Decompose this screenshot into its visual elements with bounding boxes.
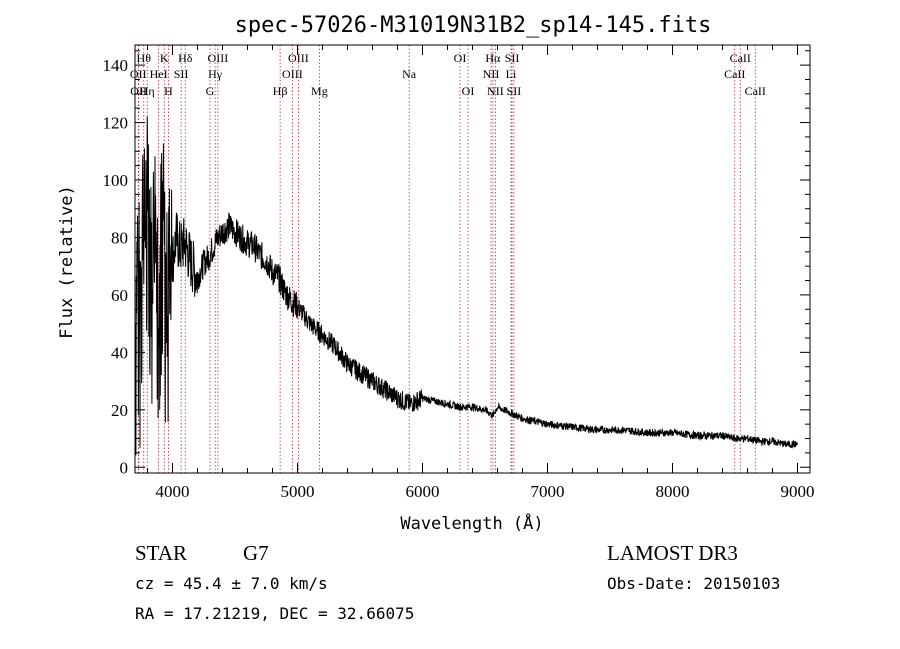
line-label-0: OII bbox=[130, 67, 147, 81]
x-tick-label-3: 7000 bbox=[531, 482, 565, 501]
line-label-26: CaII bbox=[730, 51, 751, 65]
line-label-10: Hγ bbox=[208, 67, 223, 81]
y-tick-label-3: 60 bbox=[111, 286, 128, 305]
line-label-9: G bbox=[206, 84, 215, 98]
y-axis-ticks: 0 20 40 60 80 100 120 140 bbox=[103, 50, 810, 477]
x-axis-ticks: 4000 5000 6000 7000 8000 9000 bbox=[147, 45, 815, 501]
line-label-14: OIII bbox=[288, 51, 309, 65]
x-axis-label: Wavelength (Å) bbox=[400, 512, 543, 534]
x-tick-label-1: 5000 bbox=[281, 482, 315, 501]
line-label-18: OI bbox=[462, 84, 475, 98]
line-label-19: NII bbox=[483, 67, 500, 81]
x-tick-label-0: 4000 bbox=[156, 482, 190, 501]
line-label-25: CaII bbox=[724, 67, 745, 81]
object-class: STAR bbox=[135, 541, 187, 565]
spectrum-line bbox=[134, 116, 798, 456]
line-label-1: OII bbox=[130, 84, 147, 98]
line-label-7: SII bbox=[174, 67, 189, 81]
line-label-13: OIII bbox=[282, 67, 303, 81]
redshift-cz: cz = 45.4 ± 7.0 km/s bbox=[135, 574, 328, 593]
line-label-15: Mg bbox=[311, 84, 328, 98]
line-label-2: Hθ bbox=[137, 51, 152, 65]
object-subclass: G7 bbox=[243, 541, 269, 565]
line-label-20: Hα bbox=[485, 51, 501, 65]
line-label-5: K bbox=[160, 51, 169, 65]
line-label-6: H bbox=[164, 84, 173, 98]
line-label-17: OI bbox=[454, 51, 467, 65]
chart-title: spec-57026-M31019N31B2_sp14-145.fits bbox=[235, 13, 712, 38]
spectral-line-markers bbox=[137, 45, 756, 473]
y-tick-label-2: 40 bbox=[111, 343, 128, 362]
y-tick-label-6: 120 bbox=[103, 114, 129, 133]
line-label-8: Hδ bbox=[178, 51, 193, 65]
x-tick-label-2: 6000 bbox=[406, 482, 440, 501]
line-label-21: NII bbox=[487, 84, 504, 98]
line-label-24: SII bbox=[507, 84, 522, 98]
y-tick-label-1: 20 bbox=[111, 401, 128, 420]
line-label-27: CaII bbox=[745, 84, 766, 98]
y-axis-label: Flux (relative) bbox=[57, 185, 77, 339]
line-label-3: Hη bbox=[140, 84, 155, 98]
y-tick-label-0: 0 bbox=[120, 458, 129, 477]
x-tick-label-4: 8000 bbox=[656, 482, 690, 501]
spectral-line-labels: OIIOIIHθHηHeIKHSIIHδGHγOIIIHβOIIIOIIIMgN… bbox=[130, 51, 766, 98]
survey-name: LAMOST DR3 bbox=[607, 541, 738, 565]
plot-frame bbox=[134, 44, 811, 474]
line-label-23: SII bbox=[505, 51, 520, 65]
line-label-11: OIII bbox=[208, 51, 229, 65]
line-label-22: Li bbox=[506, 67, 517, 81]
y-tick-label-7: 140 bbox=[103, 56, 129, 75]
y-tick-label-5: 100 bbox=[103, 171, 129, 190]
ra-dec-coordinates: RA = 17.21219, DEC = 32.66075 bbox=[135, 604, 414, 623]
line-label-16: Na bbox=[402, 67, 417, 81]
observation-date: Obs-Date: 20150103 bbox=[607, 574, 780, 593]
x-tick-label-5: 9000 bbox=[781, 482, 815, 501]
y-tick-label-4: 80 bbox=[111, 228, 128, 247]
line-label-12: Hβ bbox=[273, 84, 288, 98]
line-label-4: HeI bbox=[150, 67, 168, 81]
